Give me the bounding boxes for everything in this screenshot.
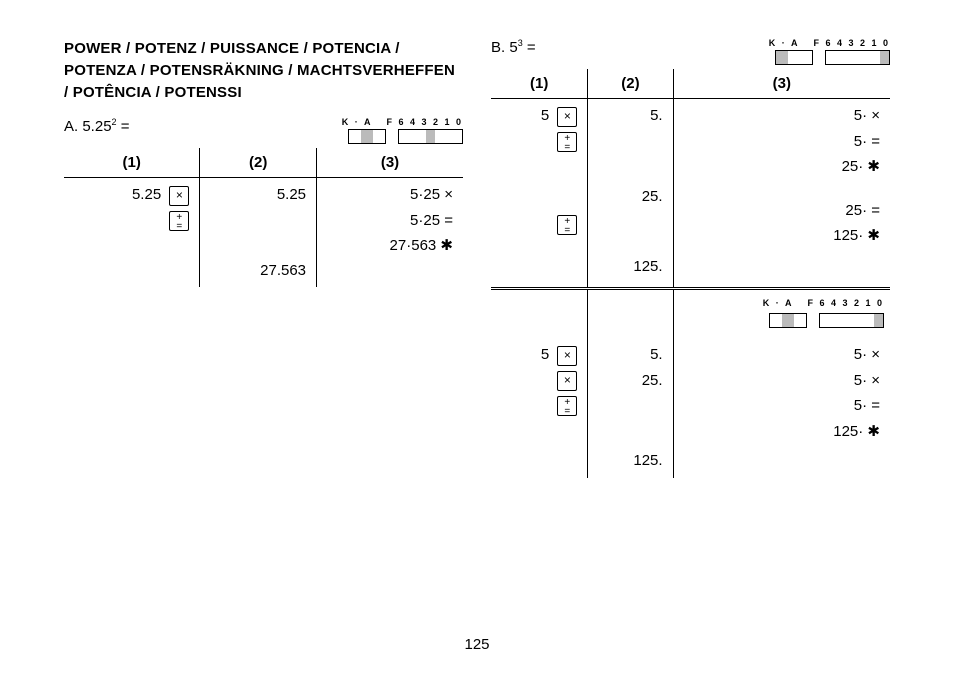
right-column: B. 53 = K · A F 6 4 3 2 1 0 [491,38,890,478]
equals-key-icon: += [557,396,577,416]
b1-c3-3: 25· ✱ [684,154,880,180]
switches-b2: K · A F 6 4 3 2 1 0 [763,296,884,328]
page-number: 125 [0,636,954,653]
b2-c3-3: 5· = [684,393,880,419]
multiply-key-icon: × [169,186,189,206]
switches-a: K · A F 6 4 3 2 1 0 [342,117,463,144]
col-header-3: (3) [673,69,890,99]
col-header-2: (2) [200,148,317,178]
switch-label-ka: K · A [769,38,800,48]
problem-b-header: B. 53 = K · A F 6 4 3 2 1 0 [491,38,890,65]
problem-a-header: A. 5.252 = K · A F 6 4 3 2 1 0 [64,117,463,144]
b1-c3-5: 125· ✱ [684,223,880,249]
f-switch-icon [819,313,884,328]
b2-c2-2: 25. [598,368,662,394]
multiply-key-icon: × [557,371,577,391]
b1-c3-1: 5· × [684,103,880,129]
a-input-val: 5.25 [132,186,161,203]
switch-label-f: F 6 4 3 2 1 0 [386,117,463,127]
table-row: K · A F 6 4 3 2 1 0 [491,289,890,339]
switch-label-f: F 6 4 3 2 1 0 [813,38,890,48]
switches-b1: K · A F 6 4 3 2 1 0 [769,38,890,65]
table-row: 5 × += += 5. 25. 125. [491,99,890,284]
switch-label-ka: K · A [342,117,373,127]
problem-a-base: A. 5.25 [64,118,112,135]
f-switch-icon [825,50,890,65]
table-a: (1) (2) (3) 5.25 × += 5.25 27.563 [64,148,463,287]
switch-label-ka: K · A [763,296,794,311]
left-column: POWER / POTENZ / PUISSANCE / POTENCIA / … [64,38,463,478]
problem-a-eq: = [117,118,130,135]
ka-switch-icon [348,129,386,144]
b2-c3-1: 5· × [684,342,880,368]
b2-c2-3: 125. [598,448,662,474]
section-title: POWER / POTENZ / PUISSANCE / POTENCIA / … [64,38,463,103]
b2-c3-4: 125· ✱ [684,419,880,445]
a-c3-3: 27·563 ✱ [327,233,453,259]
switch-label-f: F 6 4 3 2 1 0 [807,296,884,311]
b2-input-val: 5 [541,346,549,363]
problem-b-label: B. 53 = [491,38,769,56]
b1-c2-2: 25. [598,184,662,210]
multiply-key-icon: × [557,107,577,127]
table-row: 5 × × += 5. 25. 125. 5· × 5· × 5· = [491,338,890,478]
table-b: (1) (2) (3) 5 × += += 5. [491,69,890,478]
multiply-key-icon: × [557,346,577,366]
a-c3-2: 5·25 = [327,208,453,234]
b1-c2-3: 125. [598,254,662,280]
col-header-1: (1) [491,69,588,99]
b1-c2-1: 5. [598,103,662,129]
f-switch-icon [398,129,463,144]
a-c2-1: 5.25 [210,182,306,208]
equals-key-icon: += [169,211,189,231]
b1-c3-2: 5· = [684,129,880,155]
col-header-3: (3) [317,148,463,178]
equals-key-icon: += [557,132,577,152]
b2-c3-2: 5· × [684,368,880,394]
table-header-row: (1) (2) (3) [64,148,463,178]
b1-c3-4: 25· = [684,198,880,224]
ka-switch-icon [769,313,807,328]
table-row: 5.25 × += 5.25 27.563 5·25 × 5·25 = 27·5… [64,178,463,288]
a-c3-1: 5·25 × [327,182,453,208]
problem-b-eq: = [523,39,536,56]
equals-key-icon: += [557,215,577,235]
ka-switch-icon [775,50,813,65]
problem-a-label: A. 5.252 = [64,117,342,135]
b1-input-val: 5 [541,107,549,124]
col-header-2: (2) [588,69,673,99]
a-c2-2: 27.563 [210,258,306,284]
problem-b-base: B. 5 [491,39,518,56]
table-header-row: (1) (2) (3) [491,69,890,99]
b2-c2-1: 5. [598,342,662,368]
col-header-1: (1) [64,148,200,178]
